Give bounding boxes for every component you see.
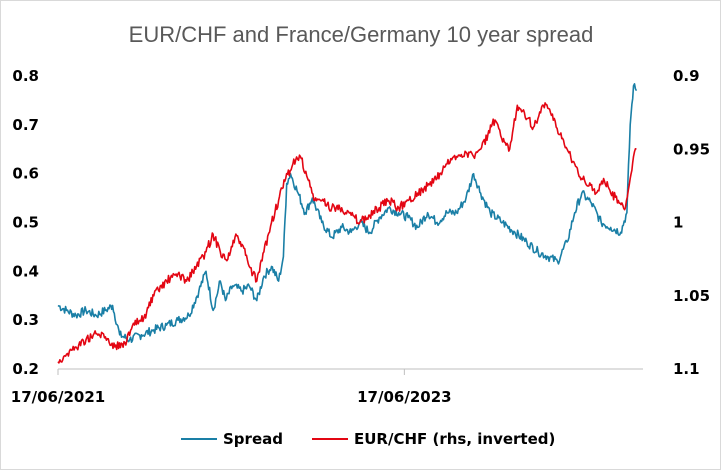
left-tick-label: 0.8	[12, 67, 39, 85]
series-line-spread	[57, 83, 638, 343]
x-axis-ticks: 17/06/2021 17/06/2023	[11, 369, 452, 406]
right-tick-label: 1	[673, 214, 683, 232]
left-tick-label: 0.7	[12, 116, 39, 134]
legend-label-eurchf: EUR/CHF (rhs, inverted)	[354, 430, 555, 448]
x-tick-label: 17/06/2021	[11, 388, 105, 406]
series-lines	[57, 83, 638, 364]
left-tick-label: 0.3	[12, 311, 39, 329]
right-tick-label: 0.9	[673, 67, 700, 85]
left-tick-label: 0.5	[12, 214, 39, 232]
right-axis-ticks: 0.9 0.95 1 1.05 1.1	[673, 67, 710, 378]
chart-title: EUR/CHF and France/Germany 10 year sprea…	[129, 22, 594, 47]
legend: Spread EUR/CHF (rhs, inverted)	[181, 430, 555, 448]
right-tick-label: 1.1	[673, 360, 700, 378]
right-tick-label: 0.95	[673, 140, 710, 158]
right-tick-label: 1.05	[673, 287, 710, 305]
left-tick-label: 0.4	[12, 262, 39, 280]
left-tick-label: 0.6	[12, 165, 39, 183]
series-line-eurchf	[57, 102, 637, 364]
x-tick-label: 17/06/2023	[357, 388, 451, 406]
left-axis-ticks: 0.2 0.3 0.4 0.5 0.6 0.7 0.8	[12, 67, 39, 378]
legend-label-spread: Spread	[223, 430, 283, 448]
left-tick-label: 0.2	[12, 360, 39, 378]
